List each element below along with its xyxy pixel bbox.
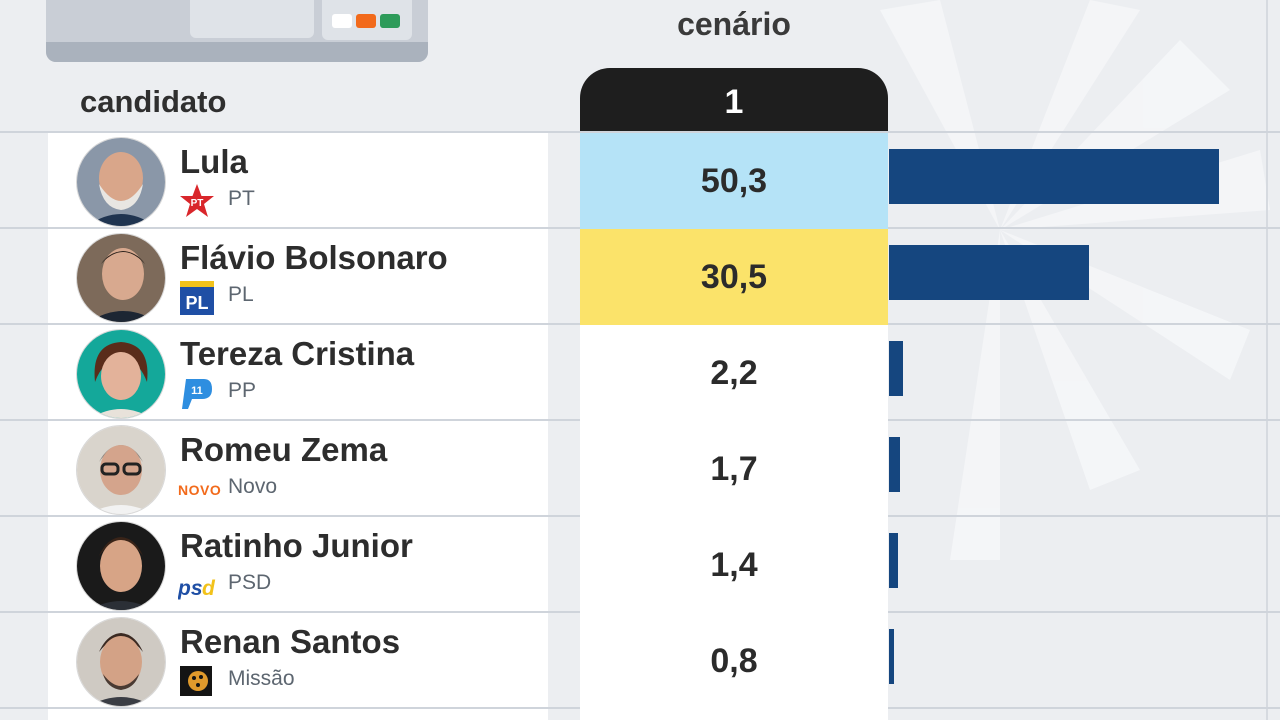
candidate-row-flavio-bolsonaro: Flávio Bolsonaro PL PL (48, 229, 548, 323)
candidate-row-tereza-cristina: Tereza Cristina 11 PP (48, 325, 548, 419)
pl-logo-icon: PL (178, 279, 216, 315)
svg-text:11: 11 (191, 385, 203, 397)
svg-text:NOVO: NOVO (178, 482, 221, 498)
candidate-photo (76, 521, 166, 611)
bar-ratinho-junior (889, 533, 899, 588)
candidate-name: Tereza Cristina (180, 335, 415, 372)
candidate-photo (76, 425, 166, 515)
pt-star-logo-icon: PT (178, 183, 216, 219)
candidate-row-renan-santos: Renan Santos Missão (48, 613, 548, 707)
bar-fl-vio-bolsonaro (889, 245, 1090, 300)
bar-romeu-zema (889, 437, 901, 492)
candidate-photo (76, 233, 166, 323)
value-cell-romeu-zema: 1,7 (580, 421, 888, 517)
svg-text:d: d (202, 577, 216, 600)
value-cell-lula: 50,3 (580, 133, 888, 229)
ballot-key-orange (356, 14, 376, 28)
ballot-key-white (332, 14, 352, 28)
psd-logo-icon: ps d (177, 567, 222, 603)
ballot-keypad (322, 0, 412, 40)
novo-logo-icon: NOVO (178, 471, 224, 507)
candidate-name: Lula (180, 143, 248, 180)
candidate-column-header: candidato (80, 84, 227, 119)
right-divider (1266, 0, 1268, 720)
party-name: PT (228, 187, 255, 210)
candidate-name: Romeu Zema (180, 431, 388, 468)
row-divider (0, 131, 1280, 133)
candidate-name: Renan Santos (180, 623, 401, 660)
value-cell-next (580, 709, 888, 720)
candidate-row-romeu-zema: Romeu Zema NOVO Novo (48, 421, 548, 515)
party-name: PSD (228, 571, 272, 594)
ballot-screen (190, 0, 314, 38)
party-name: Missão (228, 667, 295, 690)
bar-lula (889, 149, 1219, 204)
value-cell-tereza-cristina: 2,2 (580, 325, 888, 421)
candidate-name: Flávio Bolsonaro (180, 239, 448, 276)
value-cell-flavio-bolsonaro: 30,5 (580, 229, 888, 325)
candidate-row-next (48, 709, 548, 720)
svg-text:PL: PL (185, 293, 208, 313)
candidate-row-lula: Lula PT PT (48, 133, 548, 227)
svg-text:PT: PT (191, 198, 204, 209)
scenario-number-tab: 1 (580, 68, 888, 132)
candidate-row-ratinho-junior: Ratinho Junior ps d PSD (48, 517, 548, 611)
missao-logo-icon (178, 663, 216, 699)
scenario-header: cenário (677, 6, 791, 42)
pp-logo-icon: 11 (178, 375, 216, 411)
bar-tereza-cristina (889, 341, 904, 396)
value-cell-renan-santos: 0,8 (580, 613, 888, 709)
ballot-base (46, 42, 428, 62)
ballot-box-illustration (46, 0, 428, 62)
party-name: Novo (228, 475, 278, 498)
candidate-photo (76, 329, 166, 419)
svg-text:ps: ps (178, 577, 203, 600)
value-cell-ratinho-junior: 1,4 (580, 517, 888, 613)
candidate-photo (76, 617, 166, 707)
party-name: PL (228, 283, 254, 306)
party-name: PP (228, 379, 257, 402)
candidate-name: Ratinho Junior (180, 527, 413, 564)
candidate-photo (76, 137, 166, 227)
bar-renan-santos (889, 629, 895, 684)
ballot-key-green (380, 14, 400, 28)
